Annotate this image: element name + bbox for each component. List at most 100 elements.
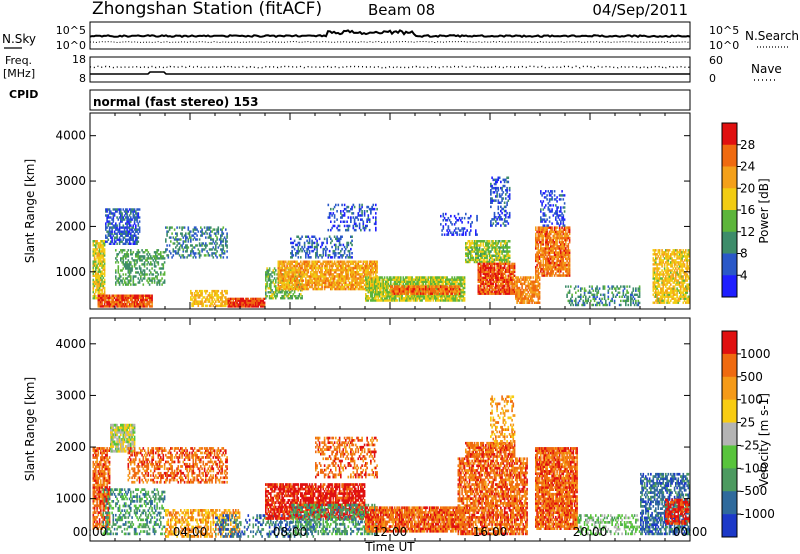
range-cell [188,246,190,248]
range-cell [509,240,511,243]
noise-right-label: N.Search [745,29,799,43]
range-cell [331,256,333,259]
range-cell [133,251,135,253]
range-cell [348,216,350,219]
range-cell [375,204,377,207]
range-cell [408,292,410,295]
range-cell [498,206,500,209]
cpid-label: CPID [9,88,38,101]
range-cell [130,249,132,251]
range-cell [110,243,112,245]
range-cell [163,267,165,269]
freq-right-label: Nave [751,62,782,76]
range-cell [328,204,330,207]
range-cell [425,292,427,295]
range-cell [104,260,106,262]
range-cell [184,256,186,258]
range-cell [455,292,457,295]
range-cell [226,232,228,234]
range-cell [123,267,125,269]
range-cell [188,226,190,228]
range-cell [104,287,106,289]
range-cell [403,285,405,288]
range-cell [158,273,160,275]
noise-sky-trace [90,30,690,36]
range-cell [226,240,228,242]
range-cell [104,248,106,250]
range-cell [140,267,142,269]
range-cell [319,238,321,241]
range-cell [505,275,507,277]
range-cell [206,232,208,234]
range-cell [143,283,145,285]
range-cell [144,269,146,271]
frequency-trace [90,72,690,74]
range-cell [291,250,293,253]
range-cell [204,226,206,228]
range-cell [180,238,182,240]
range-cell [198,230,200,232]
range-cell [464,297,466,300]
range-cell [330,208,332,211]
beam-label: Beam 08 [368,1,435,19]
range-cell [346,221,348,224]
range-cell [331,240,333,243]
range-cell [128,249,130,251]
range-cell [271,275,273,277]
range-cell [116,255,118,257]
range-cell [176,226,178,228]
range-cell [155,265,157,267]
range-cell [351,236,353,239]
range-cell [448,292,450,295]
range-cell [384,276,386,279]
range-cell [196,244,198,246]
range-cell [341,236,343,239]
range-cell [355,229,357,232]
frequency-panel-frame [90,57,690,82]
range-cell [341,204,343,207]
range-cell [190,230,192,232]
range-cell [201,290,203,293]
range-cell [323,242,325,245]
range-cell [431,292,433,295]
range-cell [166,244,168,246]
range-cell [349,225,351,228]
range-cell [138,212,140,214]
range-cell [361,210,363,213]
range-cell [118,218,120,220]
range-cell [131,267,133,269]
range-cell [191,292,193,295]
range-cell [95,260,97,262]
range-cell [171,226,173,228]
range-cell [330,221,332,224]
range-cell [334,221,336,224]
range-cell [304,242,306,245]
range-cell [318,244,320,247]
station-title: Zhongshan Station (fitACF) [92,0,322,19]
range-cell [115,275,117,277]
range-cell [153,273,155,275]
range-cell [124,218,126,220]
range-cell [139,216,141,218]
freq-left-label-line1: Freq. [5,54,32,67]
range-cell [139,265,141,267]
range-cell [331,246,333,249]
range-cell [144,255,146,257]
range-cell [360,261,362,264]
freq-left-tick-top: 18 [72,53,86,66]
range-cell [334,225,336,228]
range-cell [356,225,358,228]
range-cell [344,225,346,228]
range-cell [340,210,342,213]
range-cell [149,277,151,279]
range-cell [344,212,346,215]
range-cell [275,269,277,271]
range-cell [324,238,326,241]
range-cell [326,238,328,241]
range-cell [151,295,153,298]
noise-right-tick-bottom: 10^0 [709,39,739,52]
range-cell [226,250,228,252]
range-cell [179,226,181,228]
range-cell [375,216,377,219]
power-panel: 1000200030004000 Slant Range [km] 481216… [23,113,771,309]
